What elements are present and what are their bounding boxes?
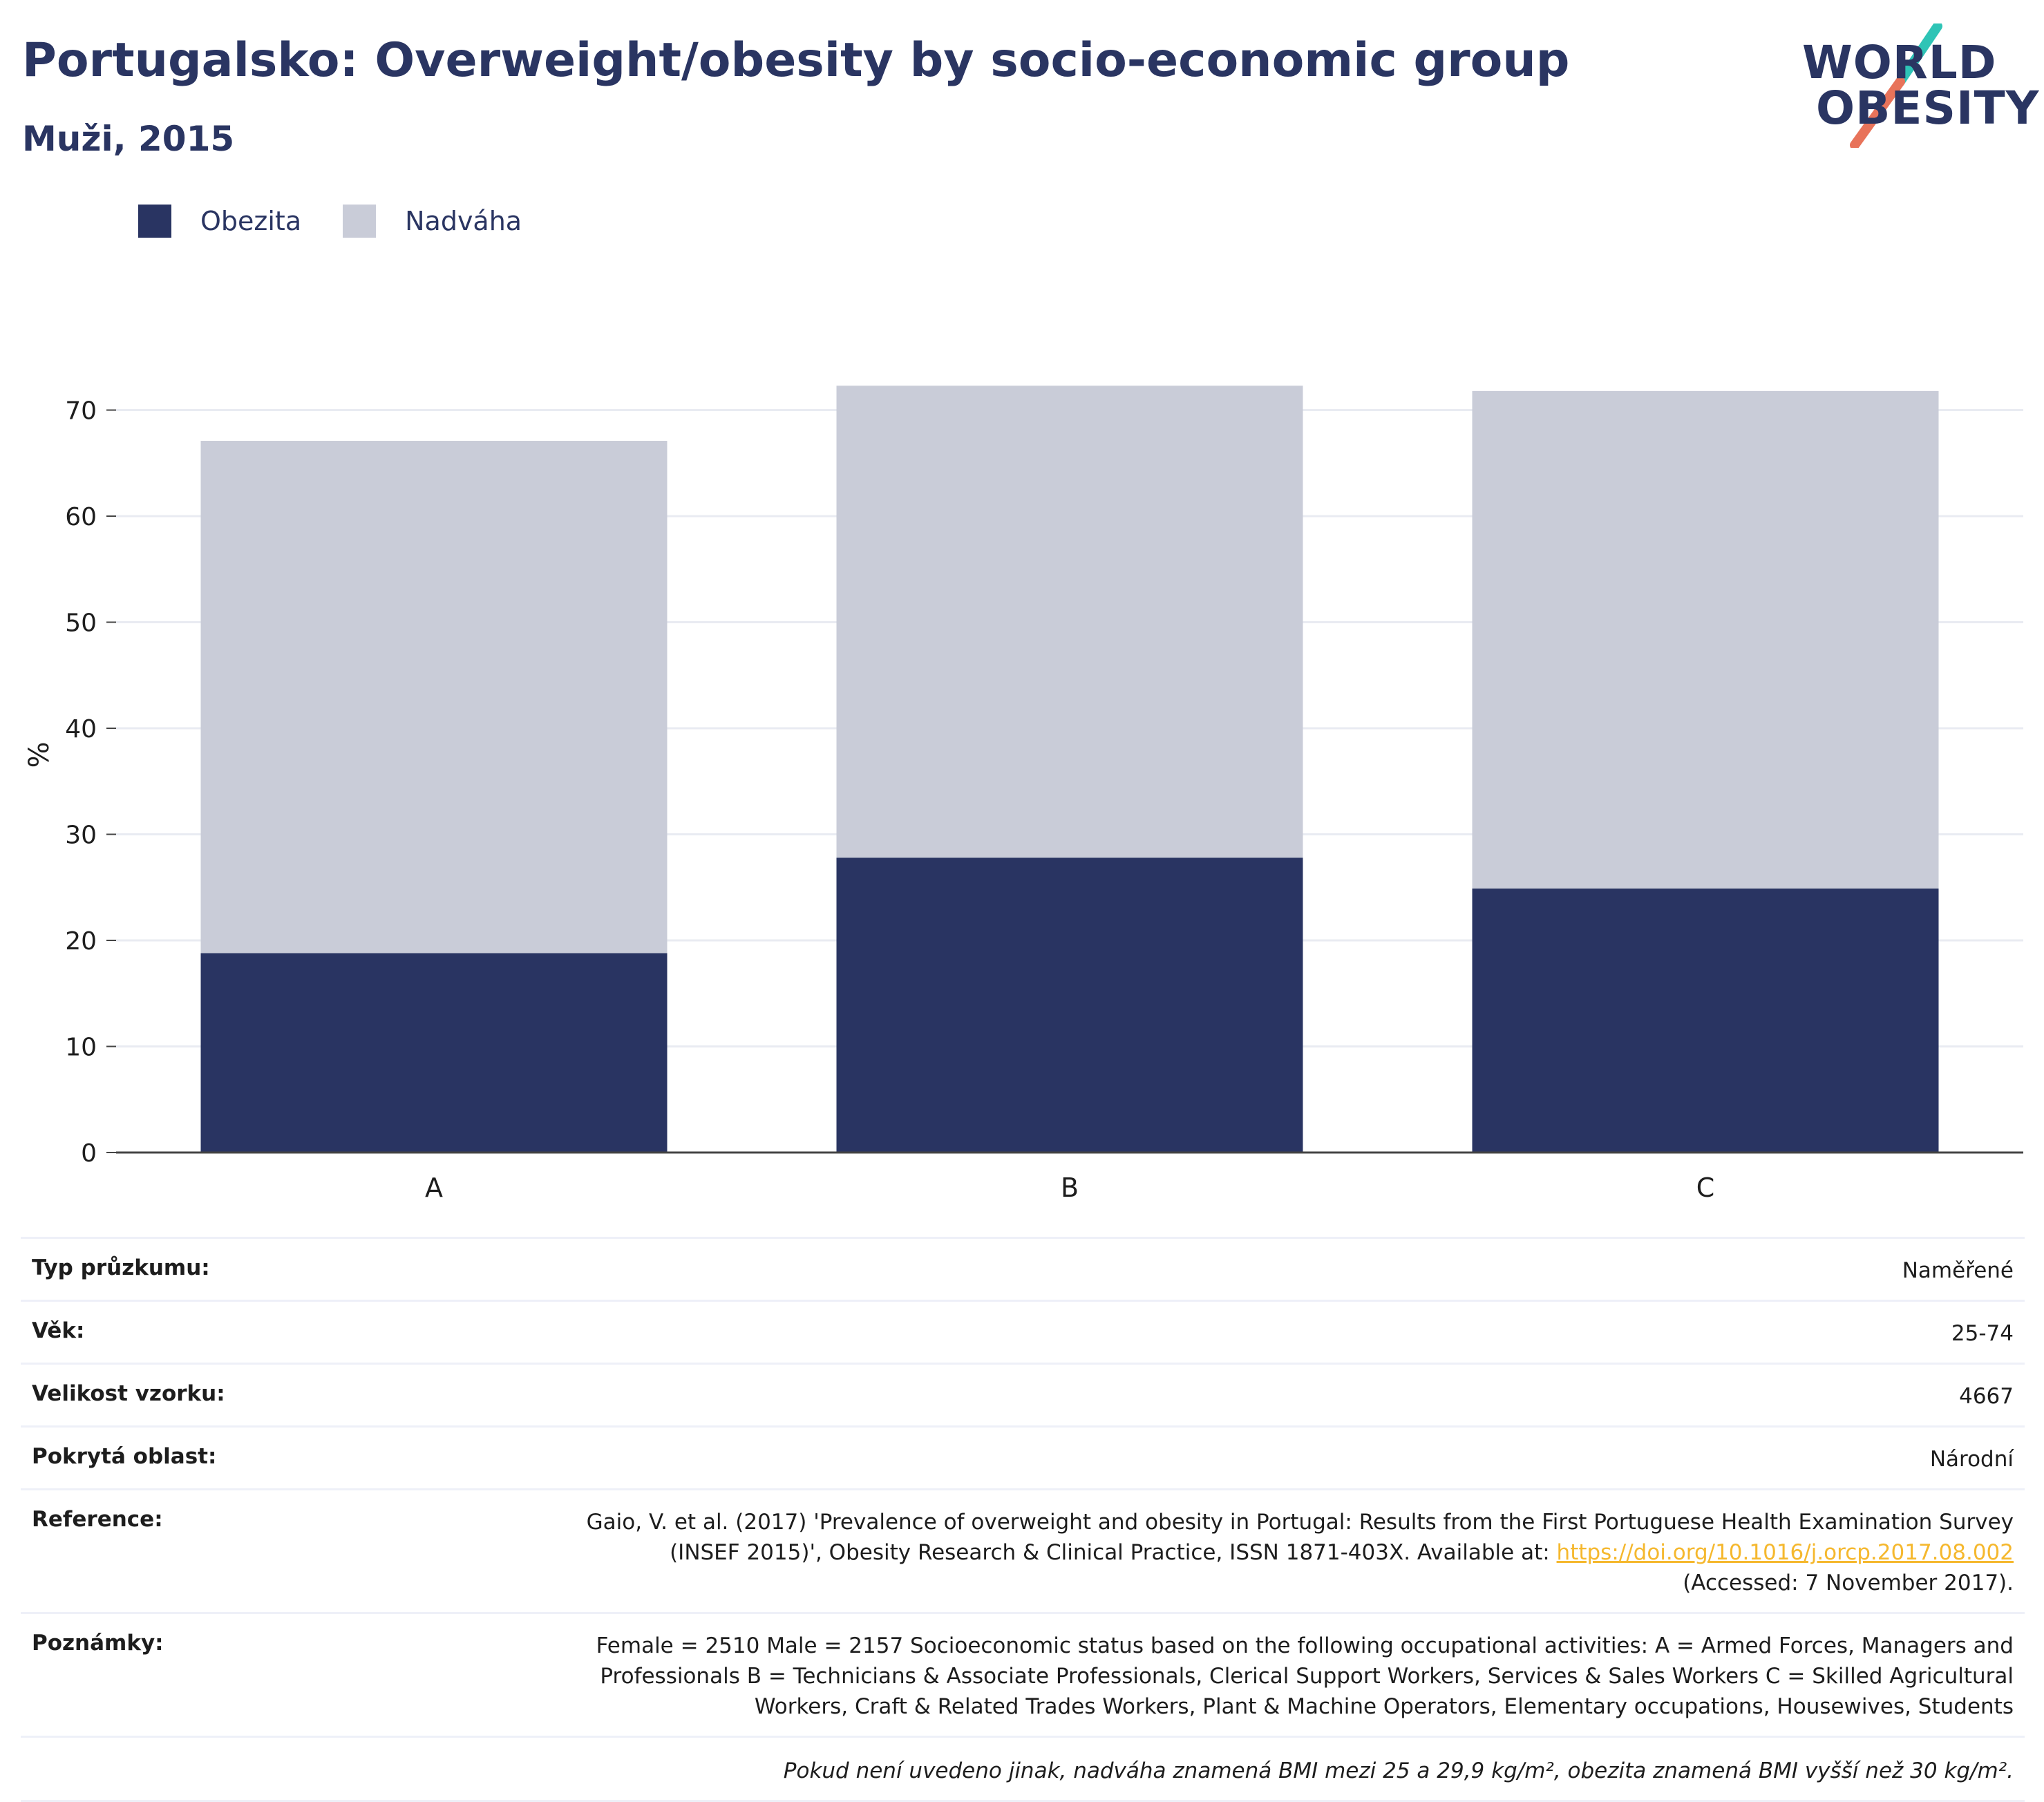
bar-obezita-b xyxy=(836,857,1303,1153)
legend: Obezita Nadváha xyxy=(138,205,563,238)
meta-key: Pokrytá oblast: xyxy=(32,1444,217,1470)
legend-label-obezita: Obezita xyxy=(200,206,302,236)
reference-accessed: (Accessed: 7 November 2017). xyxy=(1683,1571,2014,1596)
bar-nadvaha-c xyxy=(1472,390,1939,889)
meta-value: 4667 xyxy=(1959,1384,2014,1410)
legend-item-obezita[interactable]: Obezita xyxy=(138,205,301,238)
reference-text: Gaio, V. et al. (2017) 'Prevalence of ov… xyxy=(586,1510,2014,1566)
bar-obezita-c xyxy=(1472,888,1939,1153)
chart-title: Portugalsko: Overweight/obesity by socio… xyxy=(22,33,1570,88)
x-tick-label: A xyxy=(425,1173,443,1203)
reference-link[interactable]: https://doi.org/10.1016/j.orcp.2017.08.0… xyxy=(1556,1540,2014,1566)
metadata-table: Typ průzkumu: Naměřené Věk: 25-74 Veliko… xyxy=(21,1237,2025,1802)
meta-row-area: Pokrytá oblast: Národní xyxy=(21,1428,2025,1491)
bar-obezita-a xyxy=(200,953,668,1153)
meta-row-notes: Poznámky: Female = 2510 Male = 2157 Soci… xyxy=(21,1614,2025,1738)
meta-key: Poznámky: xyxy=(32,1631,164,1656)
meta-row-sample-size: Velikost vzorku: 4667 xyxy=(21,1365,2025,1428)
legend-swatch-nadvaha xyxy=(343,205,377,238)
y-tick-label: 60 xyxy=(65,503,97,531)
meta-key: Věk: xyxy=(32,1318,85,1344)
meta-key: Typ průzkumu: xyxy=(32,1255,210,1280)
meta-row-survey-type: Typ průzkumu: Naměřené xyxy=(21,1239,2025,1302)
y-tick-label: 20 xyxy=(65,927,97,956)
meta-key: Reference: xyxy=(32,1507,163,1533)
meta-value: Národní xyxy=(1929,1447,2014,1472)
meta-value: Gaio, V. et al. (2017) 'Prevalence of ov… xyxy=(562,1507,2014,1598)
meta-value: Naměřené xyxy=(1902,1258,2014,1283)
y-tick-label: 50 xyxy=(65,609,97,638)
bmi-footnote: Pokud není uvedeno jinak, nadváha znamen… xyxy=(21,1738,2025,1802)
bar-nadvaha-b xyxy=(836,386,1303,858)
legend-swatch-obezita xyxy=(138,205,171,238)
legend-item-nadvaha[interactable]: Nadváha xyxy=(343,205,522,238)
stacked-bar-chart: 0 10 20 30 40 50 60 70% A B C xyxy=(23,386,2023,1203)
y-tick-label: 0 xyxy=(81,1139,97,1168)
y-tick-label: 10 xyxy=(65,1034,97,1062)
legend-label-nadvaha: Nadváha xyxy=(405,206,522,236)
y-tick-label: 30 xyxy=(65,822,97,850)
meta-row-reference: Reference: Gaio, V. et al. (2017) 'Preva… xyxy=(21,1490,2025,1615)
logo-text-obesity: OBESITY xyxy=(1816,82,2040,135)
meta-value: 25-74 xyxy=(1951,1321,2014,1347)
bar-nadvaha-a xyxy=(200,441,668,954)
meta-value: Female = 2510 Male = 2157 Socioeconomic … xyxy=(596,1633,2014,1720)
y-tick-label: 70 xyxy=(65,397,97,426)
y-tick-label: 40 xyxy=(65,715,97,743)
chart-subtitle: Muži, 2015 xyxy=(22,119,235,159)
logo-text-world: WORLD xyxy=(1802,36,1997,89)
world-obesity-logo[interactable]: WORLD OBESITY xyxy=(1792,23,2038,148)
meta-row-age: Věk: 25-74 xyxy=(21,1302,2025,1365)
meta-key: Velikost vzorku: xyxy=(32,1381,225,1407)
x-tick-label: C xyxy=(1696,1173,1715,1203)
logo-slash-icon xyxy=(1850,23,1942,148)
x-tick-label: B xyxy=(1061,1173,1079,1203)
y-axis-label: % xyxy=(23,741,55,768)
